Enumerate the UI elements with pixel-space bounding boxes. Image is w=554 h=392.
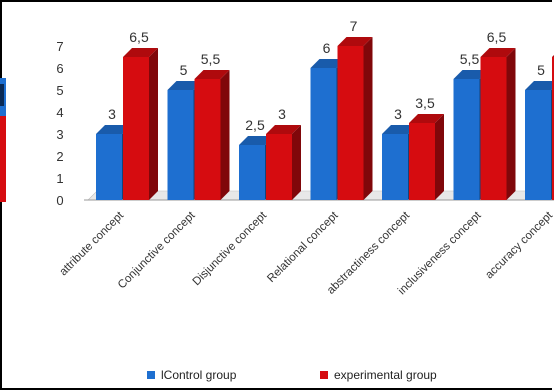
data-label: 2,5 — [245, 117, 265, 133]
bar-control — [525, 90, 551, 200]
data-label: 6,5 — [129, 29, 149, 45]
category-label: Relational concept — [265, 209, 341, 285]
data-label: 6,5 — [487, 29, 507, 45]
category-label: attribute concept — [58, 209, 127, 278]
category-label: abstractiness concept — [325, 209, 413, 297]
bar-control — [167, 90, 194, 200]
y-tick-label: 5 — [56, 83, 63, 98]
data-label: 3 — [278, 106, 286, 122]
bar-top-face — [409, 114, 444, 123]
adjacent-figure-edge-red — [0, 116, 6, 202]
bar-chart: 0 1 2 3 4 5 6 7 3 6,5 attribute concept 5 5,5 Conjunc… — [56, 18, 554, 297]
bar-side-face — [292, 125, 301, 200]
bar-experimental — [194, 79, 221, 200]
y-tick-label: 4 — [56, 105, 63, 120]
adjacent-figure-edge-dark — [0, 84, 4, 106]
bar-control — [382, 134, 408, 200]
bar-control — [96, 134, 122, 200]
legend-swatch-control — [147, 371, 155, 379]
category-label: inclusiveness concept — [396, 209, 484, 297]
bar-top-face — [310, 59, 346, 68]
y-tick-label: 7 — [56, 39, 63, 54]
data-label: 5,5 — [201, 51, 221, 67]
category-label: Conjunctive concept — [116, 209, 198, 291]
legend-item-experimental: experimental group — [320, 368, 437, 382]
bar-top-face — [480, 48, 516, 57]
bar-top-face — [239, 136, 274, 145]
data-label: 6 — [323, 40, 331, 56]
bar-top-face — [525, 81, 554, 90]
y-tick-label: 1 — [56, 171, 63, 186]
bar-top-face — [382, 125, 417, 134]
category-label: accuracy concept — [483, 209, 554, 281]
legend-swatch-experimental — [320, 371, 328, 379]
bar-side-face — [220, 70, 230, 200]
data-label: 5 — [537, 62, 545, 78]
bar-side-face — [363, 37, 373, 200]
bar-top-face — [266, 125, 301, 134]
bar-experimental — [552, 57, 554, 200]
legend-label-control: lControl group — [161, 368, 237, 382]
bar-side-face — [149, 48, 158, 200]
data-label: 3 — [394, 106, 402, 122]
legend-item-control: lControl group — [147, 368, 236, 382]
category-label: Disjunctive concept — [191, 209, 270, 288]
bar-top-face — [96, 125, 131, 134]
data-label: 7 — [350, 18, 358, 34]
data-label: 5,5 — [460, 51, 480, 67]
data-label: 3,5 — [415, 95, 435, 111]
bar-experimental — [337, 46, 364, 200]
bar-experimental — [480, 57, 507, 200]
bar-control — [310, 68, 337, 200]
bar-experimental — [409, 123, 435, 200]
bar-top-face — [337, 37, 373, 46]
bar-experimental — [266, 134, 292, 200]
bar-top-face — [167, 81, 203, 90]
bar-experimental — [123, 57, 149, 200]
bar-top-face — [453, 70, 489, 79]
bar-side-face — [435, 114, 444, 200]
bar-side-face — [506, 48, 516, 200]
bar-control — [239, 145, 265, 200]
bar-control — [453, 79, 480, 200]
y-tick-label: 6 — [56, 61, 63, 76]
y-tick-label: 2 — [56, 149, 63, 164]
bar-top-face — [194, 70, 230, 79]
data-label: 5 — [180, 62, 188, 78]
legend-label-experimental: experimental group — [334, 368, 437, 382]
y-tick-label: 0 — [56, 193, 63, 208]
data-label: 3 — [108, 106, 116, 122]
y-tick-label: 3 — [56, 127, 63, 142]
bar-top-face — [123, 48, 158, 57]
